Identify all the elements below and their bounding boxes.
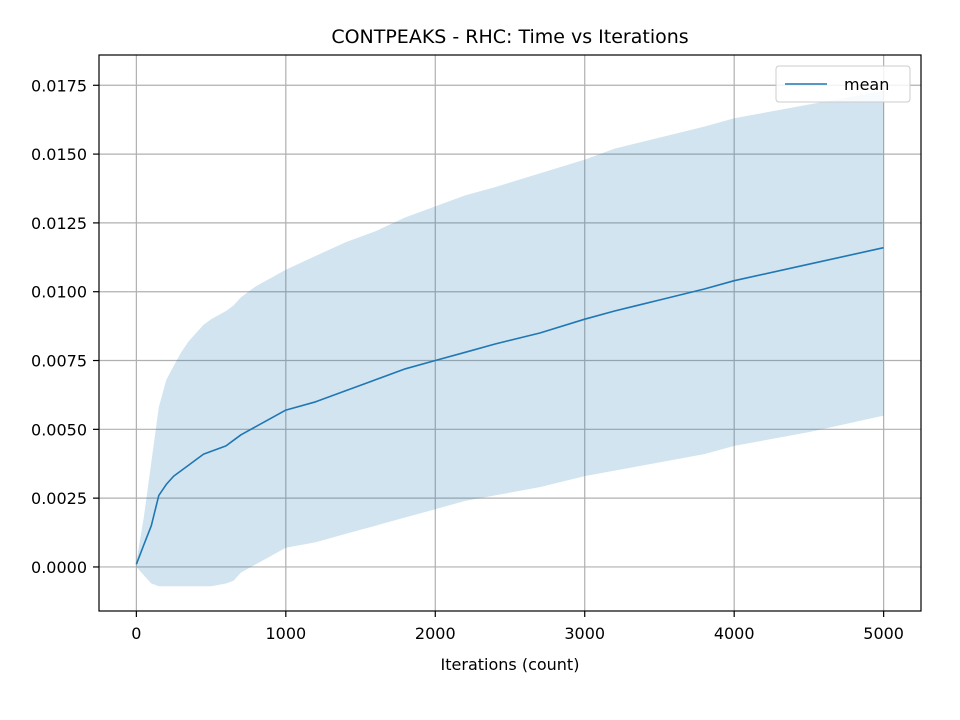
x-axis-ticks: 0 1000 2000 3000 4000 5000 [131, 611, 904, 643]
series-lines [135, 246, 884, 565]
x-tick-label-1: 1000 [265, 624, 306, 643]
y-tick-label-7: 0.0175 [31, 76, 87, 95]
plot-area-background [99, 55, 921, 611]
y-axis-ticks: 0.0000 0.0025 0.0050 0.0075 0.0100 0.0125 0.01… [31, 76, 99, 577]
y-tick-label-1: 0.0025 [31, 489, 87, 508]
series-line-mean [135, 246, 884, 565]
x-axis-label: Iterations (count) [441, 655, 580, 674]
legend: mean [775, 65, 911, 103]
legend-box [775, 65, 911, 103]
x-tick-label-3: 3000 [564, 624, 605, 643]
y-tick-label-4: 0.0100 [31, 283, 87, 302]
chart-title: CONTPEAKS - RHC: Time vs Iterations [331, 26, 688, 48]
y-tick-label-2: 0.0050 [31, 420, 87, 439]
std-band [136, 90, 884, 587]
std-band-mean [136, 90, 884, 587]
y-tick-label-3: 0.0075 [31, 352, 87, 371]
grid [99, 55, 921, 611]
x-tick-label-5: 5000 [863, 624, 904, 643]
x-tick-label-2: 2000 [415, 624, 456, 643]
y-tick-label-0: 0.0000 [31, 558, 87, 577]
x-tick-label-4: 4000 [714, 624, 755, 643]
x-tick-label-0: 0 [131, 624, 141, 643]
y-tick-label-6: 0.0150 [31, 145, 87, 164]
y-tick-label-5: 0.0125 [31, 214, 87, 233]
plot-frame [98, 54, 922, 612]
legend-label-mean: mean [844, 75, 889, 94]
